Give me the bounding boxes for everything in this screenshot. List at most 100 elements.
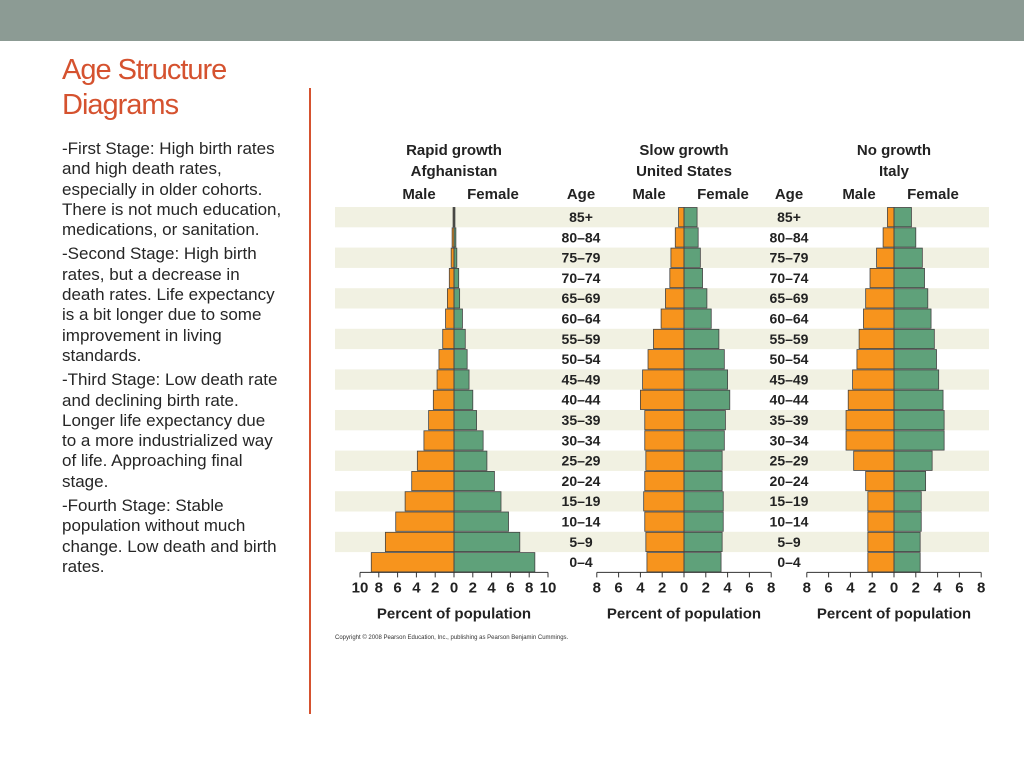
- age-group-label: 15–19: [562, 493, 601, 509]
- female-bar: [893, 227, 917, 248]
- top-bar: [0, 0, 1024, 41]
- x-tick-label: 0: [680, 579, 688, 596]
- age-group-label: 35–39: [770, 412, 809, 428]
- female-bar: [893, 470, 927, 492]
- age-group-label: 40–44: [562, 392, 601, 408]
- age-group-label: 65–69: [770, 290, 809, 306]
- male-bar: [865, 470, 895, 492]
- female-bar: [453, 308, 463, 329]
- age-group-label: 25–29: [770, 453, 809, 469]
- male-bar: [847, 389, 895, 410]
- female-bar: [683, 491, 724, 512]
- male-bar: [644, 511, 685, 532]
- x-tick-label: 2: [431, 579, 439, 596]
- male-bar: [853, 450, 895, 471]
- x-tick-label: 6: [955, 579, 963, 596]
- age-group-label: 55–59: [562, 331, 601, 347]
- female-bar: [683, 470, 723, 492]
- row-stripe: [335, 247, 989, 268]
- age-group-label: 10–14: [562, 514, 601, 530]
- age-group-label: 55–59: [770, 331, 809, 347]
- age-group-label: 70–74: [562, 270, 601, 286]
- female-bar: [893, 328, 935, 350]
- female-bar: [893, 450, 933, 471]
- x-tick-label: 2: [868, 579, 876, 596]
- age-group-label: 75–79: [562, 250, 601, 266]
- chart-subtitle: Italy: [879, 163, 910, 180]
- age-group-label: 40–44: [770, 392, 809, 408]
- chart-title: Slow growth: [639, 142, 728, 159]
- male-bar: [858, 328, 895, 350]
- female-bar: [453, 450, 488, 471]
- male-bar: [411, 470, 455, 492]
- female-bar: [453, 288, 461, 309]
- age-group-label: 0–4: [569, 554, 593, 570]
- x-axis-label: Percent of population: [817, 605, 971, 622]
- body-text: -First Stage: High birth rates and high …: [62, 139, 284, 581]
- male-bar: [432, 389, 455, 410]
- male-bar: [660, 308, 685, 329]
- stage-3-paragraph: -Third Stage: Low death rate and declini…: [62, 370, 278, 491]
- age-group-label: 5–9: [777, 534, 801, 550]
- female-bar: [893, 410, 945, 431]
- male-bar: [445, 308, 455, 329]
- female-label: Female: [907, 186, 959, 203]
- male-bar: [867, 531, 895, 552]
- row-stripe: [335, 288, 989, 309]
- male-label: Male: [402, 186, 435, 203]
- female-bar: [453, 369, 470, 390]
- male-bar: [669, 267, 685, 289]
- male-bar: [644, 470, 685, 492]
- male-bar: [865, 288, 895, 309]
- slide-title-line-2: Diagrams: [62, 89, 179, 121]
- age-group-label: 35–39: [562, 412, 601, 428]
- male-label: Male: [632, 186, 665, 203]
- x-tick-label: 2: [658, 579, 666, 596]
- female-bar: [893, 552, 921, 573]
- x-tick-label: 8: [593, 579, 601, 596]
- female-bar: [893, 389, 944, 410]
- female-bar: [453, 430, 484, 451]
- male-bar: [653, 328, 685, 350]
- female-bar: [893, 308, 932, 329]
- male-bar: [423, 430, 455, 451]
- stage-1-paragraph: -First Stage: High birth rates and high …: [62, 139, 282, 240]
- copyright-text: Copyright © 2008 Pearson Education, Inc.…: [335, 634, 569, 641]
- female-bar: [453, 328, 466, 350]
- age-group-label: 45–49: [770, 371, 809, 387]
- x-tick-label: 4: [846, 579, 855, 596]
- chart-title: Rapid growth: [406, 142, 502, 159]
- x-tick-label: 2: [702, 579, 710, 596]
- x-tick-label: 8: [525, 579, 533, 596]
- stage-4-paragraph: -Fourth Stage: Stable population without…: [62, 496, 277, 576]
- female-bar: [453, 552, 536, 573]
- x-tick-label: 2: [469, 579, 477, 596]
- female-bar: [893, 349, 937, 370]
- male-bar: [867, 491, 895, 512]
- female-bar: [893, 247, 923, 268]
- age-group-label: 25–29: [562, 453, 601, 469]
- male-bar: [644, 430, 685, 451]
- x-tick-label: 8: [767, 579, 775, 596]
- female-bar: [893, 267, 925, 289]
- male-bar: [863, 308, 895, 329]
- male-bar: [867, 511, 895, 532]
- age-group-label: 80–84: [770, 229, 809, 245]
- x-tick-label: 6: [506, 579, 514, 596]
- x-tick-label: 6: [614, 579, 622, 596]
- age-group-label: 50–54: [770, 351, 809, 367]
- age-group-label: 45–49: [562, 371, 601, 387]
- male-bar: [644, 410, 685, 431]
- x-axis-label: Percent of population: [377, 605, 531, 622]
- female-bar: [893, 207, 912, 228]
- male-bar: [887, 207, 895, 228]
- female-bar: [683, 288, 708, 309]
- age-group-label: 70–74: [770, 270, 809, 286]
- female-bar: [683, 511, 724, 532]
- female-bar: [683, 349, 725, 370]
- age-group-label: 15–19: [770, 493, 809, 509]
- male-bar: [665, 288, 685, 309]
- female-bar: [893, 430, 945, 451]
- chart-title: No growth: [857, 142, 931, 159]
- slide-title-line-1: Age Structure: [62, 54, 227, 86]
